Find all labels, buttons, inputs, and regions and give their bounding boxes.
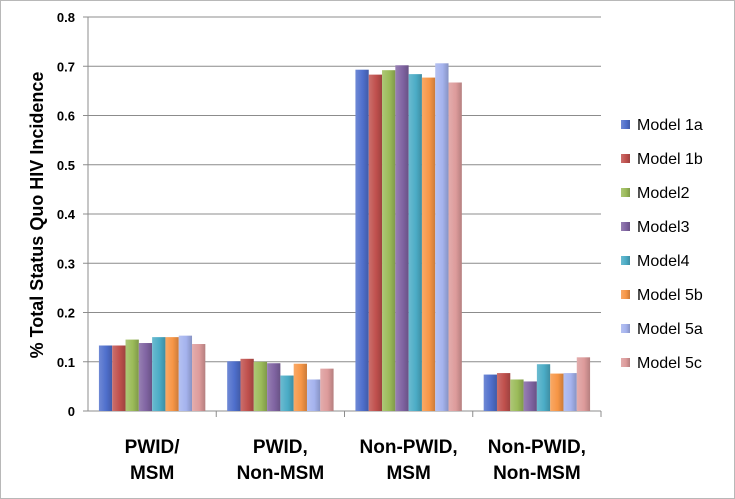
x-tick-label: PWID,	[253, 437, 308, 458]
bar	[537, 364, 550, 411]
bar	[550, 374, 563, 411]
x-tick-label: PWID/	[125, 437, 181, 458]
bar	[240, 359, 253, 411]
bar	[449, 83, 462, 412]
bar	[152, 337, 165, 411]
legend-swatch	[621, 154, 630, 163]
y-tick-label: 0.4	[57, 207, 76, 222]
y-tick-label: 0.5	[57, 158, 75, 173]
bar	[577, 357, 590, 411]
legend-label: Model3	[637, 219, 690, 236]
legend-label: Model 1b	[637, 151, 703, 168]
bar	[355, 70, 368, 411]
legend-swatch	[621, 290, 630, 299]
bar	[254, 362, 267, 411]
bar	[280, 376, 293, 411]
bar	[484, 375, 497, 411]
bar	[563, 373, 576, 411]
x-tick-label: Non-PWID,	[360, 437, 458, 458]
y-tick-label: 0.6	[57, 109, 75, 124]
legend-label: Model 5a	[637, 321, 703, 338]
y-tick-labels: 0 0.1 0.2 0.3 0.4 0.5 0.6 0.7 0.8	[57, 10, 76, 419]
bar	[99, 346, 112, 412]
legend-swatch	[621, 120, 630, 129]
bar	[179, 336, 192, 411]
bar	[126, 340, 139, 411]
x-tick-label: MSM	[130, 463, 174, 484]
legend-swatch	[621, 256, 630, 265]
bar	[112, 346, 125, 412]
bar	[524, 381, 537, 411]
bar	[497, 373, 510, 411]
bar	[139, 343, 152, 411]
legend-label: Model4	[637, 253, 690, 270]
legend-label: Model 5b	[637, 287, 703, 304]
bar	[227, 361, 240, 411]
legend-label: Model 1a	[637, 117, 703, 134]
bar	[382, 70, 395, 411]
bar	[294, 364, 307, 411]
bar	[267, 363, 280, 411]
y-axis-label: % Total Status Quo HIV Incidence	[27, 72, 47, 359]
bar	[320, 369, 333, 411]
y-tick-label: 0.2	[57, 306, 75, 321]
legend-swatch	[621, 188, 630, 197]
x-tick-labels: PWID/MSM PWID, Non-MSM Non-PWID, MSM Non-PWID…	[125, 437, 586, 484]
bar	[165, 337, 178, 411]
legend: Model 1a Model 1b Model2 Model3 Model4 Model …	[621, 117, 703, 372]
bar	[422, 78, 435, 411]
y-tick-label: 0.7	[57, 59, 75, 74]
legend-swatch	[621, 324, 630, 333]
y-tick-label: 0.3	[57, 256, 75, 271]
bar	[510, 379, 523, 411]
bar	[192, 344, 205, 411]
bar	[395, 65, 408, 411]
x-tick-label: Non-MSM	[237, 463, 325, 484]
y-tick-label: 0.8	[57, 10, 75, 25]
bar	[369, 75, 382, 411]
y-tick-label: 0	[68, 404, 75, 419]
y-tick-label: 0.1	[57, 355, 75, 370]
bar	[307, 379, 320, 411]
legend-label: Model 5c	[637, 355, 702, 372]
x-tick-label: Non-PWID,	[488, 437, 586, 458]
legend-swatch	[621, 222, 630, 231]
bar	[409, 74, 422, 411]
legend-swatch	[621, 358, 630, 367]
bar	[435, 63, 448, 411]
legend-label: Model2	[637, 185, 690, 202]
x-tick-label: Non-MSM	[493, 463, 581, 484]
x-tick-label: MSM	[386, 463, 430, 484]
